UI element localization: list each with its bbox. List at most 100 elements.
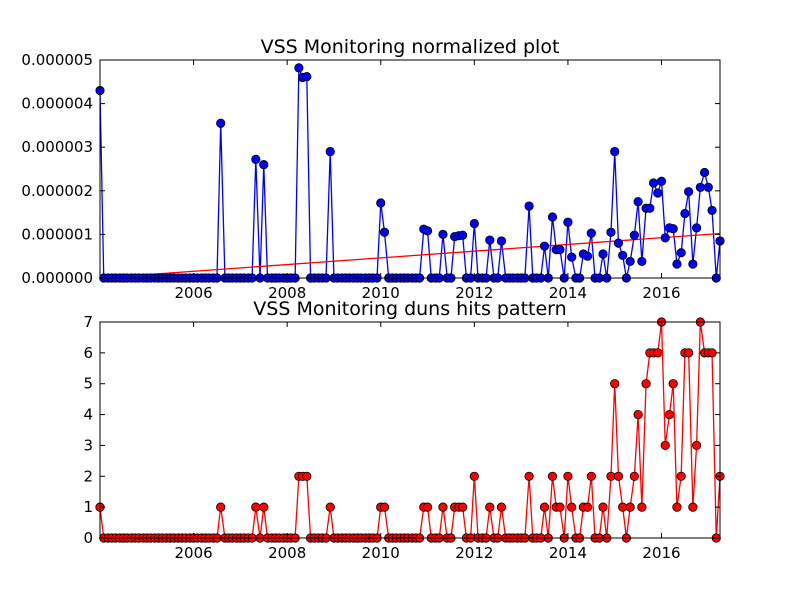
- y-tick-label: 4: [83, 406, 93, 424]
- data-point: [251, 502, 261, 512]
- data-point: [379, 502, 390, 512]
- y-tick-label: 7: [83, 313, 93, 331]
- normalized-plot-panel: VSS Monitoring normalized plot 2006 2008 2…: [21, 36, 725, 302]
- series-line: [100, 67, 720, 278]
- x-tick-label: 2006: [174, 284, 212, 302]
- x-tick-label: 2010: [362, 284, 400, 302]
- y-tick-label: 0: [83, 529, 93, 547]
- data-point: [458, 502, 468, 512]
- y-tick-label: 0.000000: [21, 269, 93, 287]
- data-point: [629, 471, 639, 481]
- x-tick-label: 2006: [174, 544, 212, 562]
- data-point: [539, 241, 550, 251]
- y-tick-label: 0.000004: [21, 95, 93, 113]
- data-point: [645, 203, 655, 213]
- data-point: [637, 256, 647, 267]
- data-point: [259, 502, 269, 512]
- data-point: [653, 188, 663, 198]
- data-point: [469, 218, 479, 229]
- data-point: [691, 223, 702, 233]
- data-point: [586, 228, 596, 238]
- data-point: [302, 71, 312, 82]
- y-tick-label: 5: [83, 375, 93, 393]
- data-point: [598, 502, 608, 512]
- data-point: [563, 471, 573, 481]
- data-point: [547, 212, 558, 222]
- data-point: [613, 471, 624, 481]
- x-tick-label: 2016: [642, 544, 680, 562]
- data-point: [676, 248, 686, 258]
- x-tick-label: 2012: [455, 544, 493, 562]
- chart-title: VSS Monitoring duns hits pattern: [253, 298, 566, 320]
- data-point: [216, 118, 226, 128]
- data-point: [422, 502, 433, 512]
- data-point: [629, 230, 639, 240]
- data-point: [524, 201, 534, 211]
- data-point: [668, 224, 678, 234]
- data-point: [707, 348, 717, 358]
- y-tick-label: 0.000001: [21, 225, 93, 243]
- data-point: [586, 471, 596, 481]
- data-point: [680, 208, 690, 219]
- data-point: [676, 471, 686, 481]
- data-point: [688, 259, 698, 269]
- data-point: [691, 440, 702, 451]
- data-point: [325, 502, 335, 512]
- data-point: [660, 233, 670, 243]
- duns-hits-panel: VSS Monitoring duns hits pattern 2006 200…: [83, 298, 725, 562]
- data-point: [422, 226, 433, 236]
- data-point: [653, 348, 663, 358]
- data-point: [294, 63, 304, 73]
- data-point: [699, 167, 710, 178]
- data-point: [438, 229, 448, 239]
- data-point: [216, 502, 226, 512]
- data-point: [648, 178, 659, 188]
- data-point: [379, 227, 390, 237]
- data-point: [625, 256, 635, 267]
- data-point: [610, 379, 620, 389]
- data-point: [496, 502, 507, 512]
- data-point: [637, 502, 647, 512]
- data-point: [618, 250, 628, 260]
- data-point: [582, 251, 593, 261]
- data-point: [582, 502, 593, 512]
- y-tick-label: 0.000003: [21, 138, 93, 156]
- data-point: [707, 205, 717, 216]
- data-point: [641, 379, 651, 389]
- y-tick-label: 0.000002: [21, 182, 93, 200]
- data-point: [672, 259, 682, 269]
- data-point: [664, 409, 675, 420]
- data-point: [613, 238, 624, 248]
- data-point: [469, 471, 479, 481]
- data-point: [625, 502, 635, 512]
- data-point: [563, 217, 573, 227]
- data-point: [251, 154, 261, 165]
- x-tick-label: 2010: [362, 544, 400, 562]
- y-tick-label: 3: [83, 436, 93, 454]
- chart-title: VSS Monitoring normalized plot: [261, 36, 560, 58]
- data-point: [606, 227, 616, 237]
- data-point: [485, 502, 495, 512]
- y-tick-label: 1: [83, 498, 93, 516]
- x-tick-label: 2008: [268, 544, 306, 562]
- data-point: [688, 502, 698, 512]
- data-point: [376, 198, 386, 208]
- data-point: [598, 249, 608, 259]
- data-point: [567, 252, 577, 262]
- data-point: [695, 182, 705, 192]
- axes-frame: [99, 59, 721, 279]
- data-point: [302, 471, 312, 481]
- data-point: [496, 236, 507, 246]
- data-point: [524, 471, 534, 481]
- data-point: [672, 502, 682, 512]
- x-tick-label: 2014: [549, 544, 587, 562]
- data-point: [633, 197, 643, 207]
- data-point: [547, 471, 558, 481]
- x-tick-label: 2016: [642, 284, 680, 302]
- data-point: [684, 348, 694, 358]
- data-point: [633, 409, 643, 420]
- x-tick-label: 2008: [268, 284, 306, 302]
- data-point: [325, 146, 335, 157]
- data-point: [555, 502, 565, 512]
